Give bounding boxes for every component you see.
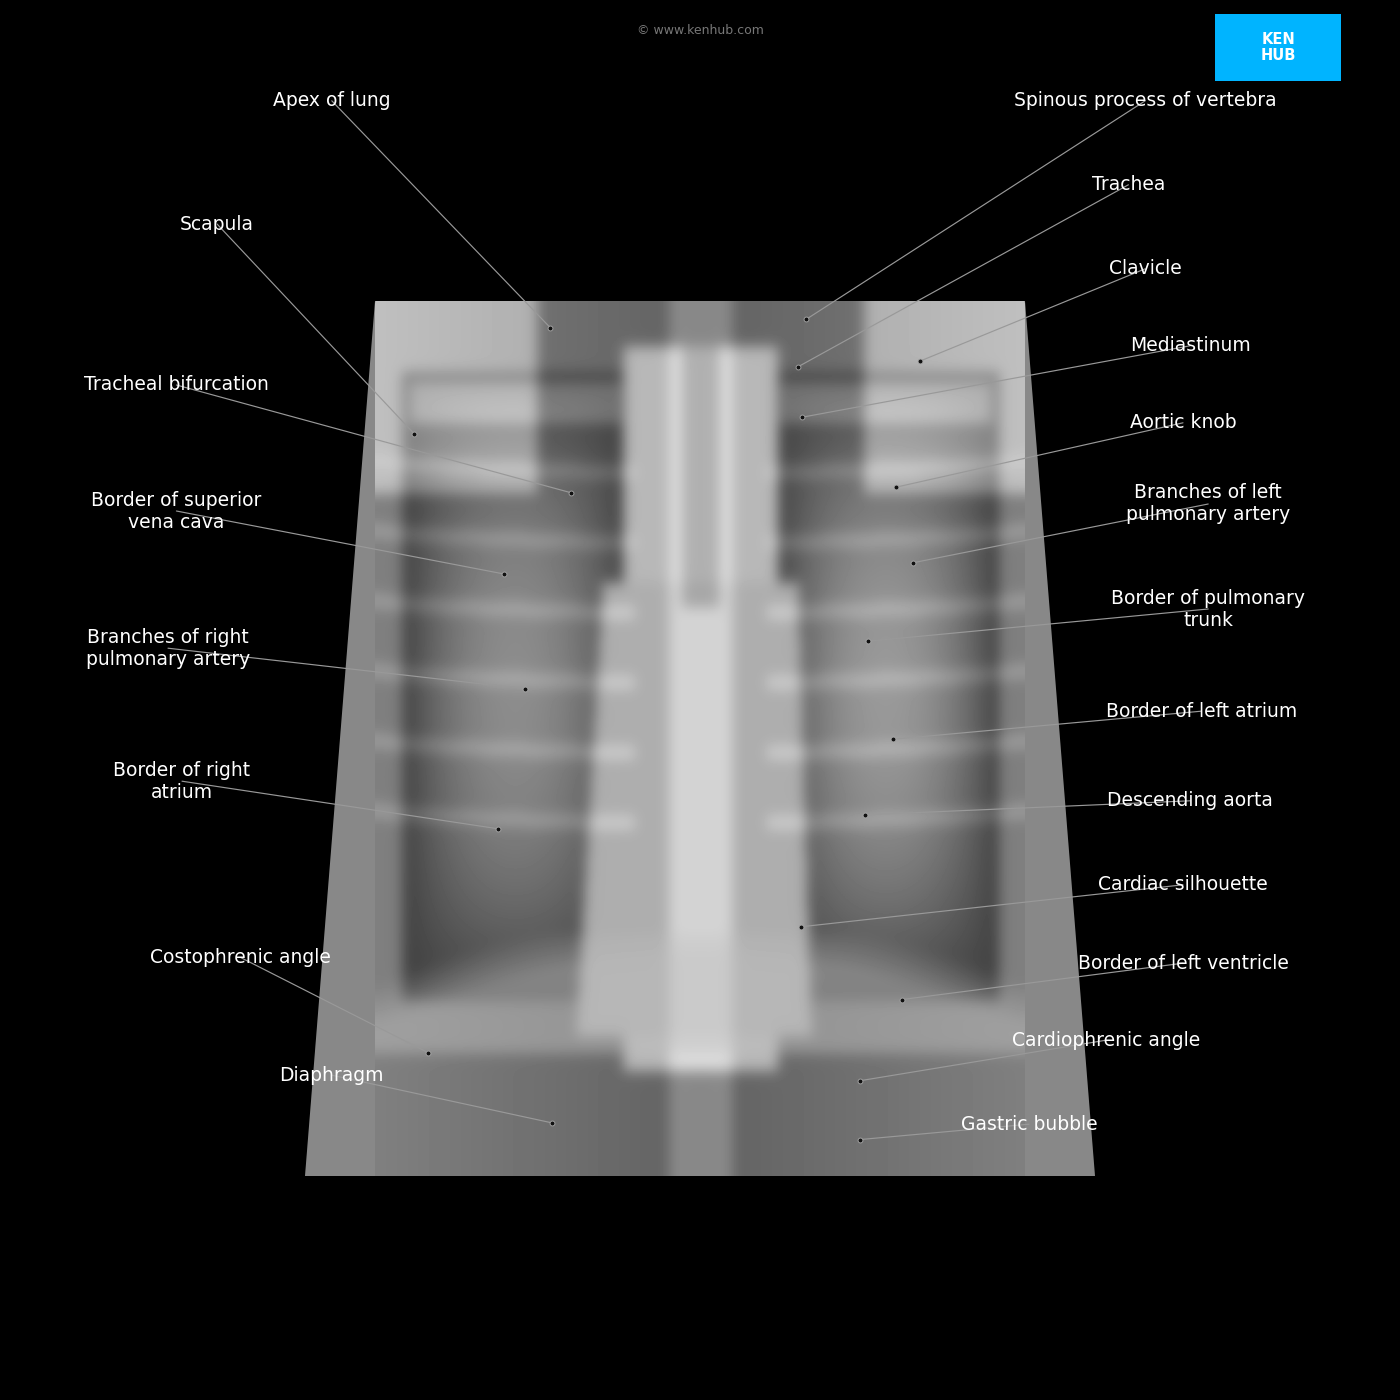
Text: Trachea: Trachea	[1092, 175, 1165, 195]
Text: Tracheal bifurcation: Tracheal bifurcation	[84, 375, 269, 395]
FancyBboxPatch shape	[1215, 14, 1341, 81]
Text: Descending aorta: Descending aorta	[1107, 791, 1273, 811]
Text: Cardiophrenic angle: Cardiophrenic angle	[1012, 1030, 1200, 1050]
Text: Border of right
atrium: Border of right atrium	[113, 760, 251, 802]
Polygon shape	[305, 301, 1095, 1176]
Polygon shape	[305, 301, 375, 1176]
Text: © www.kenhub.com: © www.kenhub.com	[637, 24, 763, 38]
Polygon shape	[1025, 301, 1095, 1176]
Text: Border of left ventricle: Border of left ventricle	[1078, 953, 1288, 973]
Text: Costophrenic angle: Costophrenic angle	[150, 948, 332, 967]
Text: Border of superior
vena cava: Border of superior vena cava	[91, 490, 262, 532]
Text: Spinous process of vertebra: Spinous process of vertebra	[1014, 91, 1277, 111]
Text: Aortic knob: Aortic knob	[1130, 413, 1236, 433]
Text: Border of pulmonary
trunk: Border of pulmonary trunk	[1112, 588, 1305, 630]
Text: Mediastinum: Mediastinum	[1130, 336, 1250, 356]
Text: Clavicle: Clavicle	[1109, 259, 1182, 279]
Text: Branches of right
pulmonary artery: Branches of right pulmonary artery	[85, 627, 251, 669]
Text: Scapula: Scapula	[181, 214, 253, 234]
Text: Cardiac silhouette: Cardiac silhouette	[1098, 875, 1268, 895]
Text: Gastric bubble: Gastric bubble	[960, 1114, 1098, 1134]
Text: Apex of lung: Apex of lung	[273, 91, 391, 111]
Text: Border of left atrium: Border of left atrium	[1106, 701, 1296, 721]
Text: KEN
HUB: KEN HUB	[1260, 32, 1296, 63]
Text: Diaphragm: Diaphragm	[280, 1065, 384, 1085]
Text: Branches of left
pulmonary artery: Branches of left pulmonary artery	[1126, 483, 1291, 525]
